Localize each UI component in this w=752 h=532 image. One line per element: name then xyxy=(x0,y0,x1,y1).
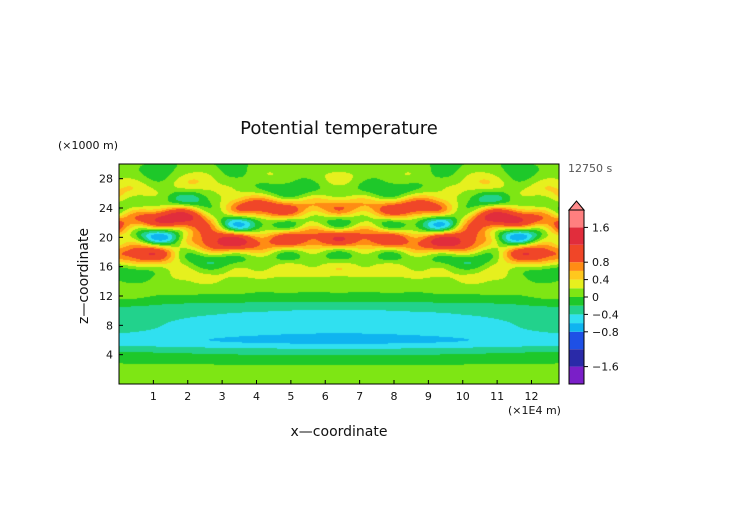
colorbar-segment xyxy=(569,297,584,306)
x-tick-label: 8 xyxy=(391,390,398,403)
x-tick-label: 3 xyxy=(219,390,226,403)
x-tick-label: 4 xyxy=(253,390,260,403)
colorbar-tick-label: 0.4 xyxy=(592,274,610,287)
x-tick-label: 6 xyxy=(322,390,329,403)
colorbar-tick-label: 1.6 xyxy=(592,221,610,234)
colorbar-segment xyxy=(569,305,584,315)
colorbar-segment xyxy=(569,331,584,350)
colorbar-segment xyxy=(569,262,584,271)
y-tick-label: 28 xyxy=(99,173,113,186)
x-tick-label: 12 xyxy=(525,390,539,403)
y-axis: 4 8 12 16 20 24 28 xyxy=(99,173,123,362)
y-tick-label: 24 xyxy=(99,202,113,215)
y-tick-label: 16 xyxy=(99,261,113,274)
chart-title: Potential temperature xyxy=(240,118,438,139)
colorbar-segment xyxy=(569,279,584,289)
time-label: 12750 s xyxy=(568,162,612,175)
x-tick-label: 9 xyxy=(425,390,432,403)
heatmap-canvas xyxy=(119,164,559,384)
colorbar: 1.6 0.8 0.4 0 −0.4 −0.8 −1.6 xyxy=(567,200,619,385)
colorbar-segment xyxy=(569,244,584,263)
x-tick-label: 11 xyxy=(490,390,504,403)
colorbar-segment xyxy=(569,349,584,367)
y-tick-label: 4 xyxy=(106,349,113,362)
x-unit-label: (×1E4 m) xyxy=(508,404,561,417)
x-axis-label: x—coordinate xyxy=(291,424,388,440)
colorbar-segment xyxy=(569,288,584,297)
y-axis-label: z—coordinate xyxy=(76,228,92,324)
colorbar-tick-label: −0.4 xyxy=(592,308,619,321)
colorbar-segment xyxy=(569,270,584,280)
colorbar-tick-label: −0.8 xyxy=(592,326,619,339)
colorbar-segment xyxy=(569,314,584,324)
colorbar-extend-arrow xyxy=(567,200,586,211)
colorbar-segment xyxy=(569,366,584,384)
colorbar-segment xyxy=(569,227,584,245)
y-tick-label: 12 xyxy=(99,290,113,303)
colorbar-tick-label: −1.6 xyxy=(592,361,619,374)
x-tick-label: 10 xyxy=(456,390,470,403)
x-tick-label: 7 xyxy=(356,390,363,403)
y-tick-label: 20 xyxy=(99,231,113,244)
plot-frame xyxy=(118,163,560,385)
colorbar-tick-label: 0.8 xyxy=(592,256,610,269)
y-unit-label: (×1000 m) xyxy=(58,139,118,152)
colorbar-tick-label: 0 xyxy=(592,291,599,304)
heatmap-plot xyxy=(118,163,560,385)
y-tick-label: 8 xyxy=(106,319,113,332)
colorbar-segment xyxy=(569,210,584,228)
x-tick-label: 1 xyxy=(150,390,157,403)
x-tick-label: 5 xyxy=(287,390,294,403)
x-axis: 1 2 3 4 5 6 7 8 9 10 11 12 xyxy=(150,380,539,403)
x-tick-label: 2 xyxy=(184,390,191,403)
colorbar-segment xyxy=(569,323,584,332)
